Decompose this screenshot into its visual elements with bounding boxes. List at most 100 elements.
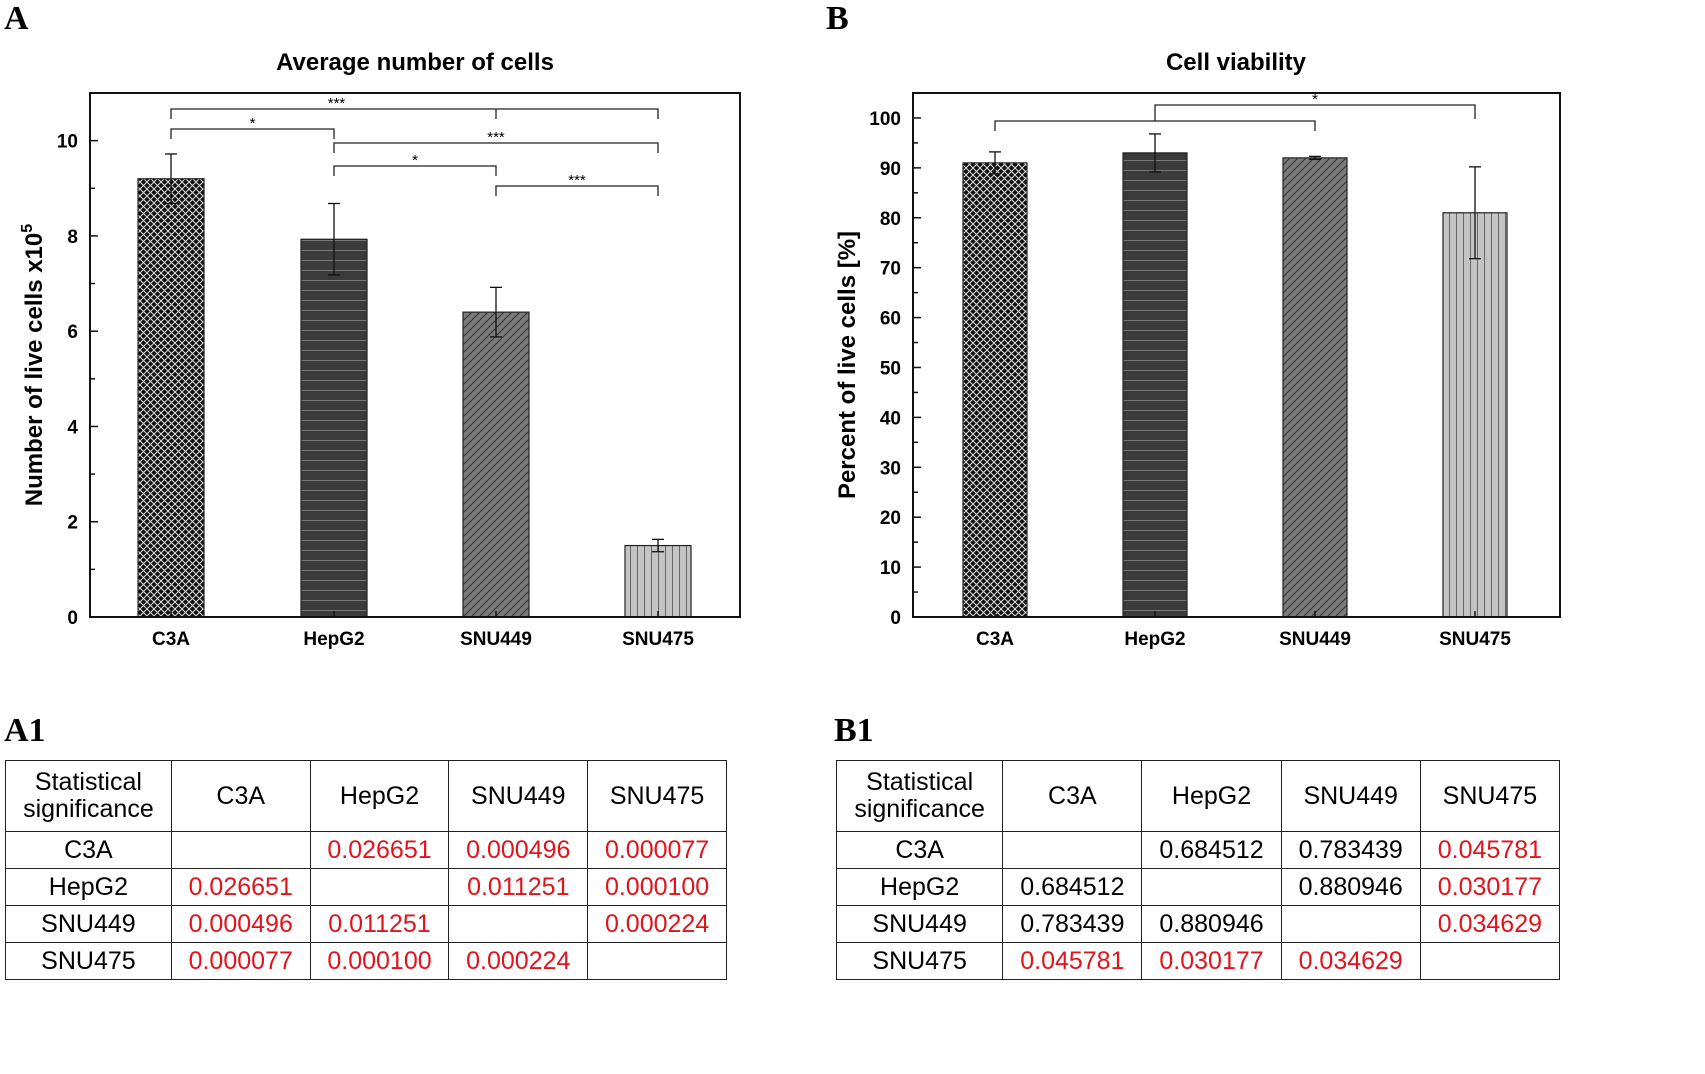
y-tick-label: 40 [880, 408, 901, 429]
table-row-header: C3A [835, 831, 1004, 869]
x-tick-label: SNU475 [622, 629, 694, 650]
significance-label: *** [328, 95, 346, 112]
bar-hepg2 [300, 238, 368, 618]
bar-c3a [962, 162, 1028, 618]
significance-label: *** [568, 172, 586, 189]
table-cell: 0.045781 [1419, 831, 1561, 869]
table-column-header: SNU449 [448, 760, 589, 832]
table-cell: 0.034629 [1280, 942, 1421, 980]
table-row: HepG2 0.684512 0.880946 0.030177 [835, 868, 1561, 906]
bar-snu449 [1282, 157, 1348, 618]
y-tick-label: 10 [57, 132, 78, 153]
table-cell: 0.783439 [1002, 905, 1143, 943]
y-tick-label: 10 [880, 558, 901, 579]
table-cell: 0.011251 [448, 868, 589, 906]
bar-snu475 [624, 544, 692, 618]
table-cell: 0.000224 [587, 905, 727, 943]
table-row-header: C3A [5, 831, 172, 869]
table-column-header: C3A [1002, 760, 1143, 832]
table-row-header: SNU475 [835, 942, 1004, 980]
table-row: HepG2 0.026651 0.011251 0.000100 [5, 868, 727, 906]
significance-bracket [170, 108, 659, 119]
table-row: SNU449 0.783439 0.880946 0.034629 [835, 905, 1561, 943]
table-cell [1002, 831, 1143, 869]
table-cell: 0.034629 [1419, 905, 1561, 943]
x-tick-label: SNU449 [460, 629, 532, 650]
chart-cell-viability: Cell viability Percent of live cells [%] C… [834, 49, 1561, 650]
table-row: SNU475 0.045781 0.030177 0.034629 [835, 942, 1561, 980]
table-column-header: C3A [170, 760, 311, 832]
table-cell: 0.783439 [1280, 831, 1421, 869]
table-row-header: SNU449 [5, 905, 172, 943]
table-cell [1419, 942, 1561, 980]
panel-label-a1: A1 [4, 712, 46, 749]
table-cell [587, 942, 727, 980]
significance-bracket [1154, 104, 1476, 121]
plot-frame [912, 92, 1561, 618]
table-cell: 0.000077 [587, 831, 727, 869]
y-tick-label: 70 [880, 259, 901, 280]
table-header-row: Statistical significance C3A HepG2 SNU449 SN… [835, 760, 1561, 832]
table-cell: 0.011251 [309, 905, 450, 943]
y-tick-label: 20 [880, 508, 901, 529]
significance-table-b1: Statistical significance C3A HepG2 SNU449 SN… [835, 760, 1561, 980]
table-cell: 0.000496 [170, 905, 311, 943]
table-row: SNU449 0.000496 0.011251 0.000224 [5, 905, 727, 943]
significance-bracket [495, 185, 659, 196]
significance-bracket [333, 165, 497, 176]
table-row-header: SNU475 [5, 942, 172, 980]
charts-canvas: Average number of cells Number of live ce… [19, 49, 1561, 650]
significance-bracket [994, 120, 1316, 131]
y-tick-label: 4 [67, 417, 78, 438]
table-corner-header: Statistical significance [835, 760, 1004, 832]
table-column-header: SNU449 [1280, 760, 1421, 832]
x-tick-label: SNU449 [1279, 629, 1351, 650]
y-axis-label: Percent of live cells [%] [834, 231, 861, 499]
significance-label: * [250, 115, 256, 132]
table-cell [448, 905, 589, 943]
y-axis-label-superscript: 5 [19, 224, 36, 233]
y-tick-label: 8 [67, 227, 78, 248]
y-tick-label: 6 [67, 322, 78, 343]
y-tick-label: 50 [880, 358, 901, 379]
table-cell: 0.880946 [1280, 868, 1421, 906]
table-cell: 0.880946 [1141, 905, 1282, 943]
bar-snu449 [462, 311, 530, 618]
x-tick-label: HepG2 [303, 629, 364, 650]
table-column-header: HepG2 [309, 760, 450, 832]
significance-table-a1: Statistical significance C3A HepG2 SNU449 SN… [5, 760, 727, 980]
significance-bracket [333, 142, 659, 153]
table-row: C3A 0.684512 0.783439 0.045781 [835, 831, 1561, 869]
x-tick-label: C3A [152, 629, 190, 650]
chart-average-number-of-cells: Average number of cells Number of live ce… [19, 49, 741, 650]
table-cell: 0.026651 [170, 868, 311, 906]
y-tick-label: 100 [869, 109, 901, 130]
panel-label-b1: B1 [834, 712, 874, 749]
table-cell [1280, 905, 1421, 943]
y-tick-label: 0 [67, 608, 78, 629]
table-cell: 0.026651 [309, 831, 450, 869]
y-axis-label-text: Percent of live cells [%] [834, 231, 861, 499]
y-tick-label: 2 [67, 513, 78, 534]
y-axis-label: Number of live cells x105 [19, 224, 48, 506]
table-cell [170, 831, 311, 869]
table-cell: 0.000224 [448, 942, 589, 980]
x-tick-label: C3A [976, 629, 1014, 650]
panel-label-b: B [826, 0, 849, 37]
table-cell: 0.030177 [1419, 868, 1561, 906]
significance-label: *** [487, 129, 505, 146]
table-row-header: HepG2 [835, 868, 1004, 906]
table-header-row: Statistical significance C3A HepG2 SNU449 SN… [5, 760, 727, 832]
table-cell: 0.030177 [1141, 942, 1282, 980]
y-tick-label: 30 [880, 458, 901, 479]
y-tick-label: 80 [880, 209, 901, 230]
table-cell: 0.000077 [170, 942, 311, 980]
table-cell: 0.000100 [309, 942, 450, 980]
table-corner-header: Statistical significance [5, 760, 172, 832]
table-cell: 0.000496 [448, 831, 589, 869]
y-tick-label: 0 [890, 608, 901, 629]
bar-snu475 [1442, 212, 1508, 618]
significance-bracket [170, 128, 335, 139]
y-tick-label: 60 [880, 309, 901, 330]
table-row: C3A 0.026651 0.000496 0.000077 [5, 831, 727, 869]
